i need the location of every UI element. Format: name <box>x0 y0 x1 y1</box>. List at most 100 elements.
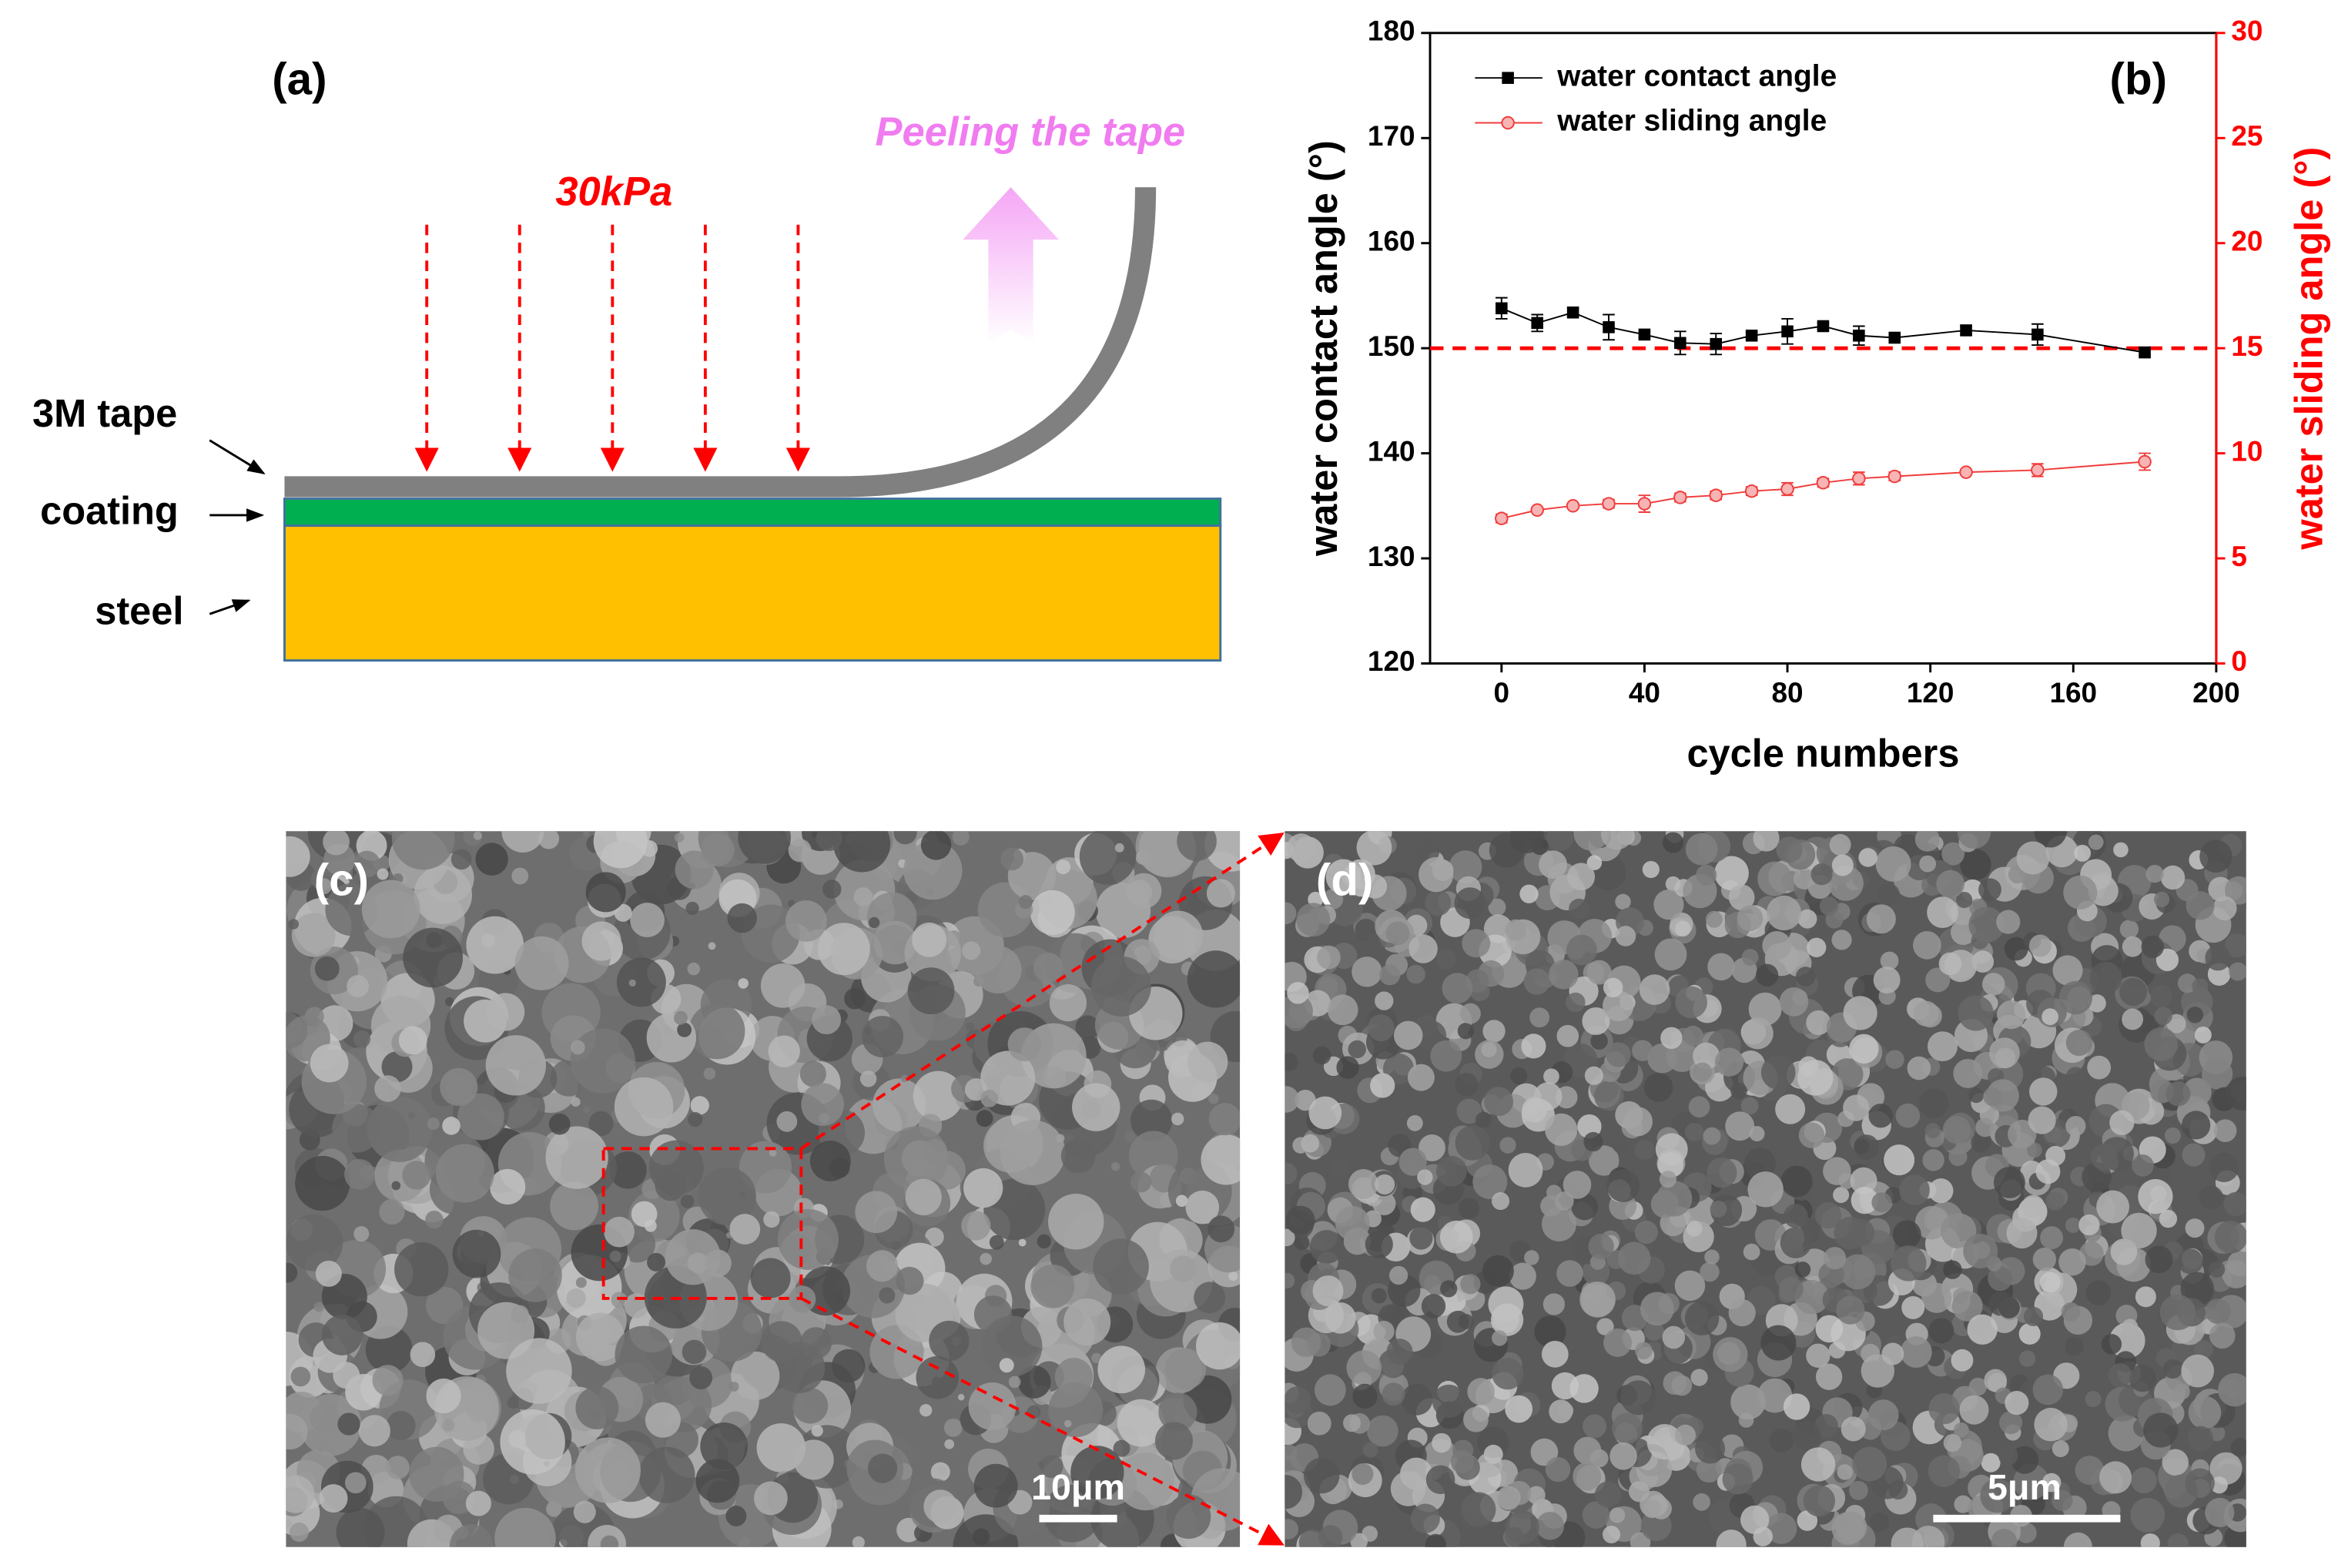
sem-particle <box>1960 849 1991 880</box>
sem-particle <box>1033 953 1063 983</box>
data-point <box>1603 321 1615 333</box>
y2-axis-title: water sliding angle (°) <box>2287 147 2331 551</box>
sem-particle <box>2085 1391 2102 1408</box>
sem-particle <box>1823 1157 1851 1185</box>
sem-particle <box>414 866 473 924</box>
sem-particle <box>1454 887 1486 920</box>
sem-particle <box>1543 1068 1559 1085</box>
sem-particle <box>1048 1382 1104 1438</box>
sem-particle <box>1606 1169 1640 1202</box>
sem-particle <box>1177 831 1217 862</box>
sem-particle <box>1308 1096 1342 1130</box>
sem-particle <box>1795 967 1816 987</box>
sem-particle <box>1907 1056 1931 1081</box>
sem-particle <box>548 1113 571 1135</box>
sem-particle <box>386 1456 410 1479</box>
sem-particle <box>1899 1174 1930 1206</box>
sem-particle <box>1834 1216 1867 1250</box>
sem-particle <box>344 1472 367 1494</box>
sem-particle <box>1114 843 1124 853</box>
sem-particle <box>1639 974 1670 1005</box>
sem-particle <box>2122 936 2143 957</box>
sem-particle <box>2167 1533 2189 1547</box>
sem-particle <box>1362 1442 1378 1458</box>
data-point <box>2139 346 2151 359</box>
sem-particle <box>1760 1055 1796 1090</box>
sem-particle <box>1609 1442 1637 1470</box>
sem-particle <box>920 831 952 860</box>
sem-particle <box>1643 1073 1673 1102</box>
series-line <box>1501 461 2145 520</box>
sem-particle <box>2153 891 2170 907</box>
sem-particle <box>1040 1455 1063 1479</box>
sem-particle <box>831 1349 866 1383</box>
sem-particle <box>1867 1399 1899 1431</box>
sem-particle <box>2100 962 2118 980</box>
sem-particle <box>1919 1088 1949 1119</box>
sem-particle <box>1442 973 1473 1004</box>
sem-particle <box>1573 1462 1602 1491</box>
sem-particle <box>2177 1248 2203 1275</box>
sem-particle <box>1393 1020 1423 1050</box>
sem-particle <box>891 1241 901 1251</box>
sem-particle <box>600 1535 619 1547</box>
sem-particle <box>768 1035 800 1067</box>
sem-particle <box>2119 978 2148 1007</box>
sem-particle <box>1831 854 1854 876</box>
sem-particle <box>1296 903 1331 937</box>
sem-particle <box>465 1490 491 1516</box>
sem-particle <box>905 1178 942 1216</box>
sem-particle <box>2214 1220 2246 1254</box>
sem-particle <box>1928 1031 1958 1062</box>
sem-particle <box>1375 991 1394 1010</box>
sem-particle <box>2186 891 2215 920</box>
sem-particle <box>1418 1100 1437 1119</box>
sem-particle <box>1991 1529 2018 1547</box>
sem-particle <box>2117 1328 2145 1356</box>
sem-particle <box>372 1365 404 1396</box>
sem-particle <box>1352 1463 1374 1486</box>
sem-particle <box>1097 1345 1146 1394</box>
sem-particle <box>1783 1393 1810 1420</box>
sem-particle <box>2035 1159 2061 1184</box>
y-axis-title: water contact angle (°) <box>1301 140 1345 557</box>
sem-particle <box>1603 990 1634 1022</box>
sem-particle <box>1460 1274 1481 1295</box>
data-point <box>1709 488 1723 502</box>
panel-label: (d) <box>1316 856 1373 906</box>
sem-particle <box>1963 1234 1998 1269</box>
sem-particle <box>879 1287 896 1304</box>
sem-particle <box>1722 1463 1753 1495</box>
sem-particle <box>1841 1416 1866 1442</box>
sem-particle <box>968 1382 1017 1431</box>
sem-particle <box>2108 1363 2132 1388</box>
sem-particle <box>585 872 626 913</box>
sem-particle <box>299 1393 362 1456</box>
sem-particle <box>638 1446 695 1503</box>
panel-label: (b) <box>2110 54 2167 104</box>
sem-particle <box>1008 1375 1021 1389</box>
sem-particle <box>1367 1014 1395 1042</box>
sem-particle <box>2087 1055 2112 1080</box>
x-tick-label: 80 <box>1771 677 1803 709</box>
sem-particle <box>1653 889 1684 920</box>
sem-particle <box>2011 1446 2039 1474</box>
legend-marker <box>1501 116 1515 130</box>
sem-particle <box>801 1083 844 1127</box>
sem-particle <box>2213 1119 2237 1142</box>
sem-particle <box>703 1067 716 1080</box>
sem-particle <box>2224 876 2246 905</box>
sem-particle <box>1419 1134 1445 1161</box>
sem-particle <box>1815 1315 1844 1343</box>
sem-particle <box>926 1151 966 1190</box>
sem-particle <box>1901 1295 1925 1319</box>
sem-particle <box>674 833 685 843</box>
data-point <box>2138 454 2152 469</box>
sem-particle <box>1583 1414 1606 1439</box>
data-point <box>1888 331 1901 344</box>
sem-particle <box>1983 1087 2002 1107</box>
sem-particle <box>738 978 749 989</box>
sem-particle <box>739 1141 792 1194</box>
sem-particle <box>1590 1032 1608 1050</box>
sem-particle <box>929 1320 970 1362</box>
